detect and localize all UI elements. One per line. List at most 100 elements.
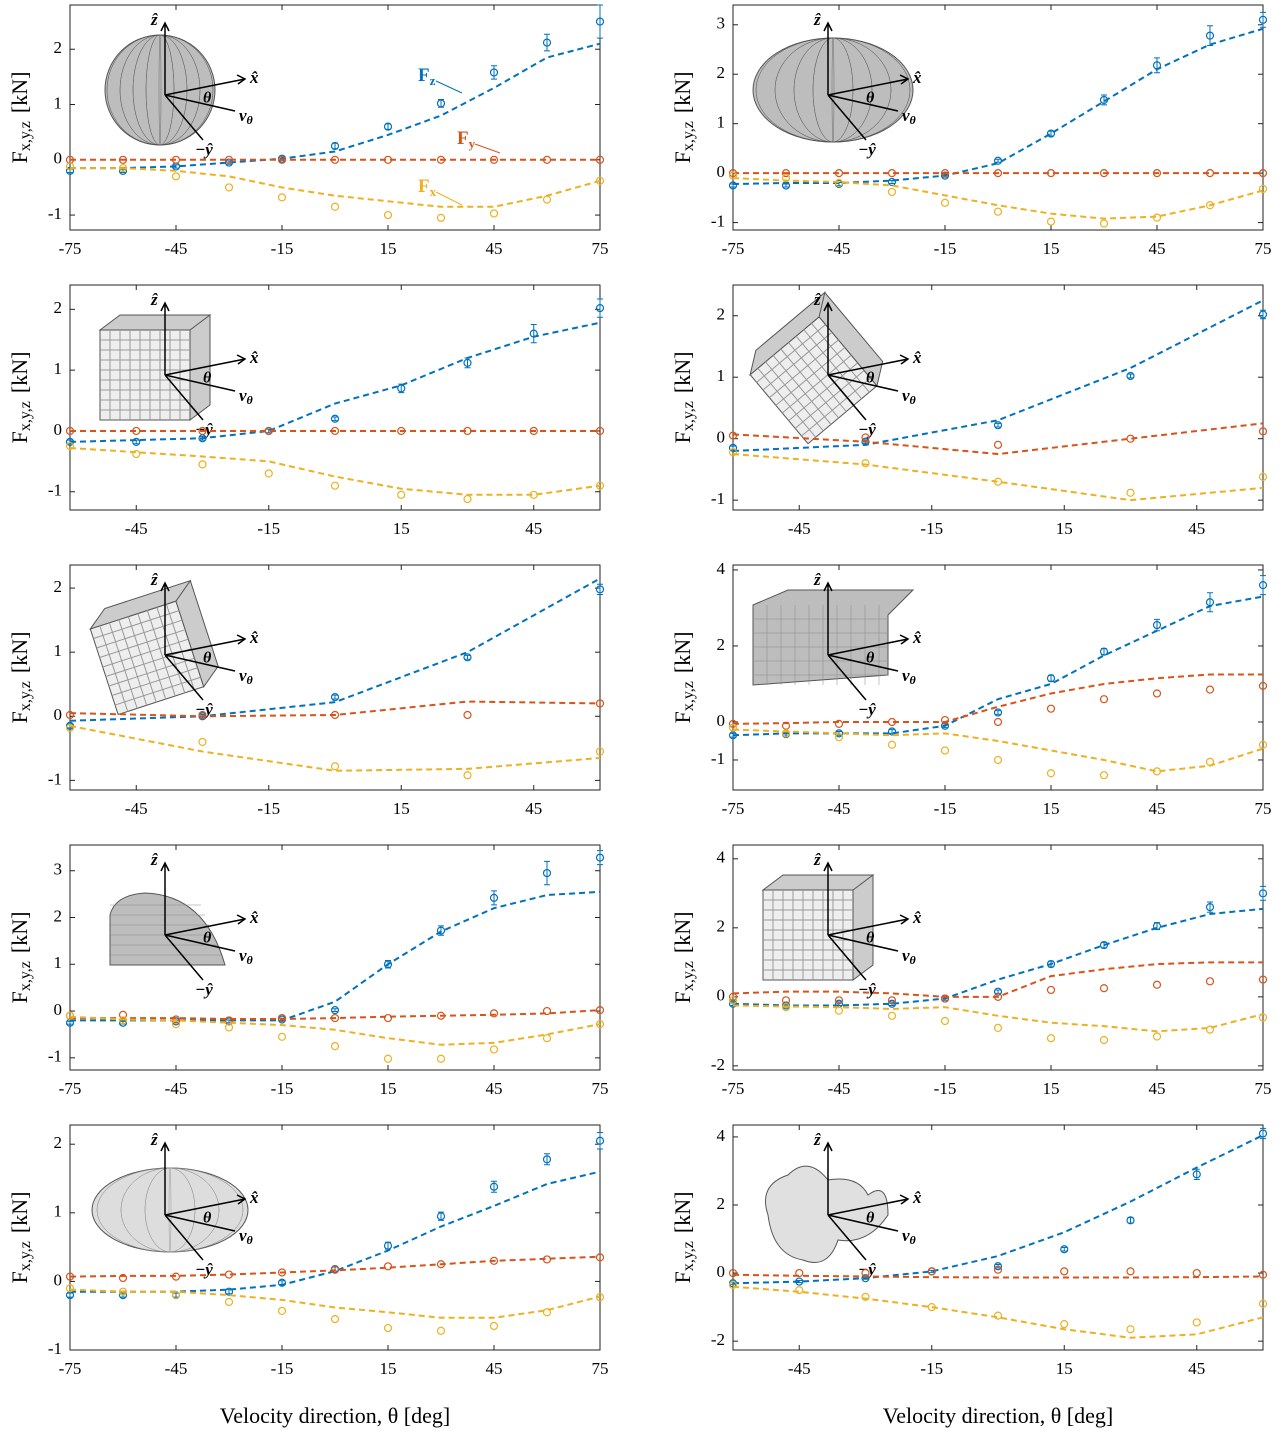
data-point	[861, 433, 870, 442]
data-point	[861, 1292, 870, 1301]
annotation: Fz	[418, 65, 436, 88]
data-point	[993, 207, 1003, 216]
error-bar	[1127, 1217, 1134, 1224]
y-axis-label: Fx,y,z [kN]	[670, 1192, 697, 1284]
data-point	[993, 1023, 1003, 1032]
inset-label: vθ	[902, 1226, 917, 1247]
inset-label: x̂	[249, 68, 259, 87]
inset-label: θ	[866, 930, 875, 947]
x-axis-label: Velocity direction, θ [deg]	[220, 1403, 450, 1428]
data-point	[224, 183, 234, 192]
y-tick-label: 1	[54, 359, 63, 378]
data-point	[595, 1136, 605, 1145]
data-point	[887, 1011, 897, 1020]
data-point	[1258, 184, 1268, 194]
data-point	[1205, 977, 1215, 986]
x-tick-label: -45	[788, 519, 811, 538]
inset-mesh	[102, 638, 189, 668]
data-point	[463, 710, 472, 720]
data-point	[330, 202, 340, 211]
y-axis-label: Fx,y,z [kN]	[670, 912, 697, 1004]
data-point	[132, 449, 141, 459]
inset: ẑx̂θvθ−ŷ	[89, 570, 259, 719]
data-point	[542, 1155, 552, 1164]
y-tick-label: -1	[48, 769, 62, 788]
inset-label-main: v	[239, 1226, 247, 1245]
x-tick-label: -15	[934, 239, 957, 258]
data-point	[330, 481, 340, 490]
data-point	[728, 992, 738, 1001]
y-tick-label: 2	[717, 635, 726, 654]
data-point	[132, 437, 141, 446]
inset-label: vθ	[902, 946, 917, 967]
data-point	[993, 708, 1003, 717]
inset-mesh	[96, 1167, 244, 1253]
data-point	[489, 1256, 499, 1265]
data-point	[1258, 169, 1268, 178]
data-point	[529, 329, 538, 338]
data-point	[489, 1045, 499, 1054]
y-tick-label: 3	[54, 860, 63, 879]
inset-label: ẑ	[813, 290, 821, 309]
x-tick-label: -45	[788, 1359, 811, 1378]
model-line	[732, 595, 1264, 737]
inset-label: x̂	[249, 1188, 259, 1207]
data-point	[383, 210, 393, 220]
data-point	[542, 1034, 552, 1043]
inset-axes	[160, 1141, 247, 1261]
inset-label: −ŷ	[858, 700, 876, 719]
data-point	[436, 926, 446, 935]
data-point	[198, 710, 207, 720]
annotation-main: F	[457, 128, 469, 149]
data-point	[171, 155, 181, 164]
x-tick-label: 45	[486, 239, 503, 258]
data-point	[993, 169, 1003, 178]
data-point	[595, 1020, 605, 1029]
y-tick-label: 0	[717, 986, 726, 1005]
data-point	[436, 1212, 446, 1221]
x-tick-label: 15	[1056, 519, 1073, 538]
inset-axes	[823, 861, 910, 981]
y-label-main: F	[670, 991, 695, 1003]
inset-label: θ	[203, 650, 212, 667]
y-tick-label: 1	[54, 953, 63, 972]
inset-label: vθ	[902, 386, 917, 407]
data-point	[436, 1260, 446, 1269]
y-label-unit: [kN]	[670, 72, 695, 114]
inset-shape	[89, 579, 219, 716]
error-bar	[332, 416, 338, 422]
inset-axes	[823, 581, 910, 701]
data-point	[330, 710, 340, 720]
data-point	[383, 155, 393, 164]
data-point	[1192, 1318, 1201, 1327]
x-tick-label: 75	[1255, 799, 1272, 818]
x-tick-label: 15	[393, 519, 410, 538]
x-tick-label: -75	[722, 799, 745, 818]
data-point	[595, 699, 605, 708]
y-label-main: F	[670, 431, 695, 443]
data-point	[887, 727, 897, 736]
data-point	[795, 1277, 804, 1286]
inset-mesh	[762, 331, 833, 391]
x-tick-label: -15	[920, 1359, 943, 1378]
plot-frame	[732, 4, 1264, 231]
y-label-unit: [kN]	[7, 352, 32, 394]
data-point	[264, 469, 273, 478]
inset-label: −ŷ	[195, 980, 213, 999]
error-bar	[730, 732, 736, 738]
x-tick-label: -75	[59, 239, 82, 258]
y-label-sub: x,y,z	[680, 681, 697, 711]
data-point	[1046, 959, 1056, 969]
x-tick-label: 75	[1255, 1079, 1272, 1098]
annotation: Fy	[457, 128, 476, 151]
x-tick-label: 45	[1188, 519, 1205, 538]
data-point	[529, 426, 538, 436]
data-point	[1046, 169, 1056, 178]
x-tick-label: -75	[59, 1359, 82, 1378]
data-point	[171, 1291, 181, 1300]
data-point	[927, 1267, 936, 1276]
inset-shape	[752, 37, 914, 143]
error-bar	[597, 4, 603, 39]
error-bar	[1127, 373, 1134, 379]
